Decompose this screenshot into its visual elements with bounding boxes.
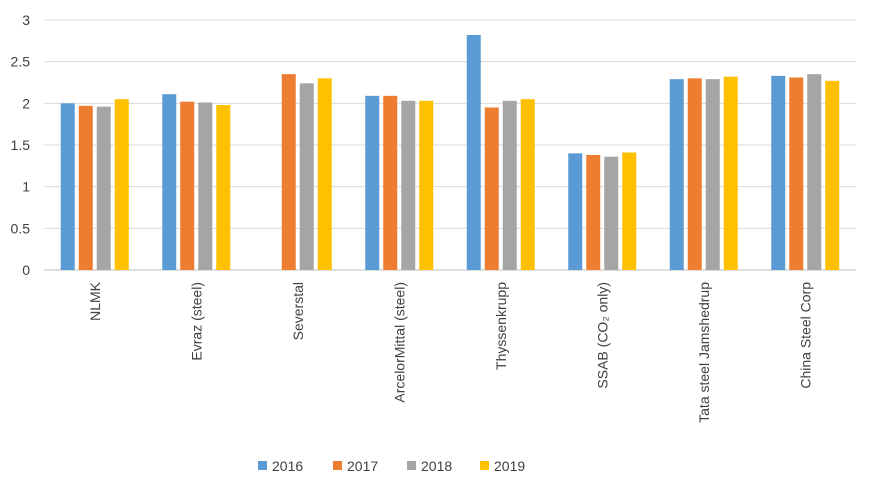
legend: 2016 2017 2018 2019: [258, 458, 525, 474]
legend-label: 2016: [272, 458, 303, 474]
category-label: NLMK: [87, 281, 103, 321]
x-axis: NLMK Evraz (steel) Severstal ArcelorMittal …: [87, 281, 814, 423]
legend-item-2018: 2018: [407, 458, 452, 474]
bar-2017-7: [789, 77, 804, 270]
category-label: SSAB (CO₂ only): [594, 282, 610, 389]
bar-2017-6: [687, 78, 702, 270]
category-label: Thyssenkrupp: [493, 282, 509, 370]
bar-2017-0: [78, 105, 93, 270]
legend-swatch: [258, 461, 267, 470]
bar-2017-5: [586, 155, 601, 270]
bar-2016-5: [568, 153, 583, 270]
legend-item-2019: 2019: [480, 458, 525, 474]
y-tick-label: 3: [22, 12, 30, 28]
legend-swatch: [480, 461, 489, 470]
legend-swatch: [333, 461, 342, 470]
bar-2016-4: [466, 35, 481, 270]
legend-label: 2019: [494, 458, 525, 474]
bar-2016-3: [365, 95, 380, 270]
y-tick-label: 2: [22, 95, 30, 111]
legend-item-2017: 2017: [333, 458, 378, 474]
bar-2018-2: [299, 83, 314, 270]
bar-2019-6: [723, 76, 738, 271]
bar-2019-0: [114, 99, 129, 271]
bar-2018-3: [401, 100, 416, 270]
bar-2016-7: [771, 75, 786, 270]
legend-label: 2018: [421, 458, 452, 474]
bar-2018-1: [198, 102, 213, 270]
bar-2019-1: [216, 105, 231, 270]
bar-2019-5: [622, 152, 637, 270]
bar-2018-0: [96, 106, 111, 271]
bar-2017-2: [281, 74, 296, 271]
legend-label: 2017: [347, 458, 378, 474]
gridlines: [44, 19, 856, 271]
bar-2018-7: [807, 74, 822, 271]
bar-2019-7: [825, 80, 840, 270]
bar-2018-6: [705, 79, 720, 271]
bar-2016-6: [669, 79, 684, 271]
bars: [60, 35, 840, 271]
category-label: Severstal: [290, 282, 306, 340]
bar-2019-3: [419, 100, 434, 270]
bar-2017-3: [383, 95, 398, 270]
bar-2018-4: [502, 100, 517, 270]
bar-2018-5: [604, 156, 619, 270]
y-tick-label: 2.5: [11, 54, 31, 70]
category-label: Evraz (steel): [188, 282, 204, 361]
bar-2017-1: [180, 101, 195, 271]
legend-swatch: [407, 461, 416, 470]
category-label: Tata steel Jamshedrup: [696, 282, 712, 423]
y-tick-label: 0: [22, 262, 30, 278]
y-axis: 0 0.5 1 1.5 2 2.5 3: [11, 12, 31, 278]
category-label: China Steel Corp: [797, 282, 813, 389]
y-tick-label: 1: [22, 179, 30, 195]
y-tick-label: 1.5: [11, 137, 31, 153]
bar-2016-0: [60, 103, 75, 270]
bar-2019-4: [520, 99, 535, 271]
y-tick-label: 0.5: [11, 220, 31, 236]
category-label: ArcelorMittal (steel): [391, 282, 407, 403]
bar-2016-1: [162, 94, 177, 271]
legend-item-2016: 2016: [258, 458, 303, 474]
bar-2019-2: [317, 78, 332, 270]
bar-2017-4: [484, 107, 499, 270]
